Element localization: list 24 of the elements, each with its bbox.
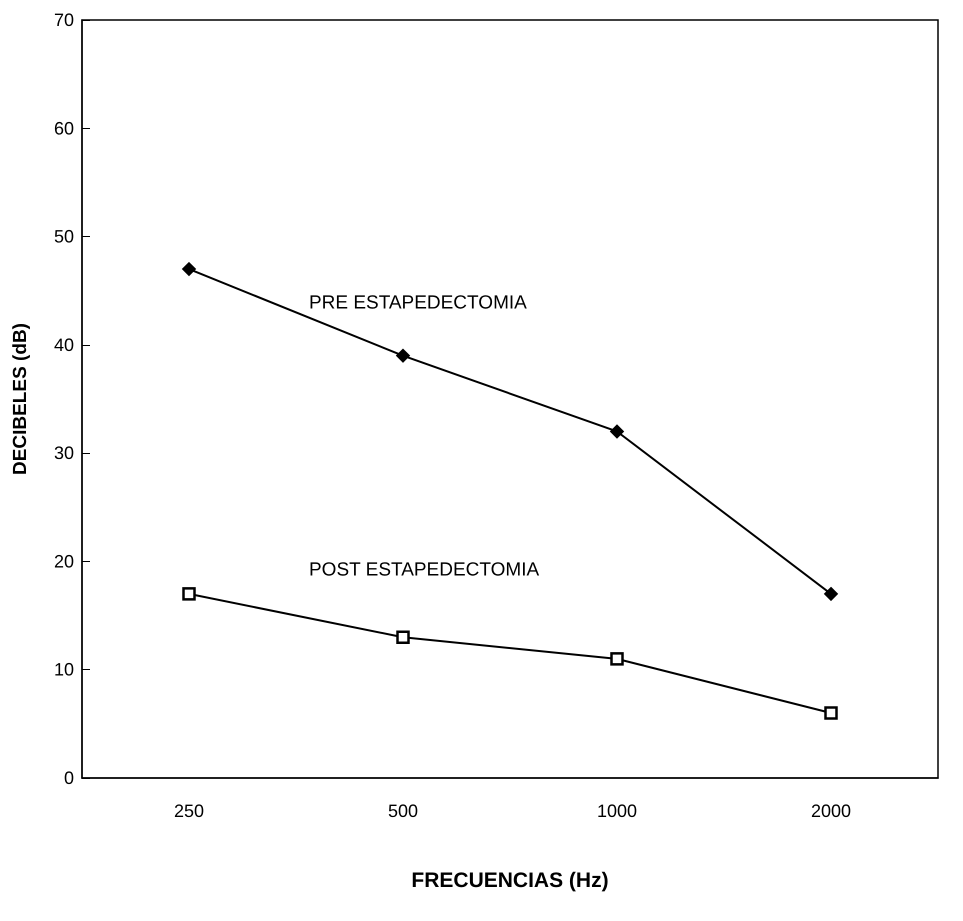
y-tick-label: 30 — [54, 443, 74, 464]
y-tick-label: 70 — [54, 10, 74, 30]
y-tick-label: 0 — [64, 768, 74, 788]
y-tick-label: 40 — [54, 334, 74, 355]
point — [396, 630, 410, 644]
point — [182, 587, 196, 601]
point — [610, 424, 624, 438]
point — [182, 262, 196, 276]
point — [396, 348, 410, 363]
x-tick-label: 500 — [388, 801, 418, 821]
point — [610, 652, 624, 666]
y-tick-label: 50 — [54, 226, 74, 247]
point — [824, 586, 838, 601]
x-axis-title: FRECUENCIAS (Hz) — [411, 869, 609, 892]
series-label: POST ESTAPEDECTOMIA — [309, 559, 540, 580]
series-label: PRE ESTAPEDECTOMIA — [309, 292, 528, 314]
x-tick-label: 250 — [174, 801, 204, 821]
x-tick-label: 2000 — [810, 801, 852, 821]
y-tick-label: 10 — [54, 660, 74, 680]
y-tick-label: 60 — [54, 118, 74, 138]
x-tick-label: 1000 — [596, 801, 638, 821]
point — [824, 706, 838, 720]
y-tick-label: 20 — [54, 551, 74, 572]
y-axis-title: DECIBELES (dB) — [10, 323, 31, 475]
